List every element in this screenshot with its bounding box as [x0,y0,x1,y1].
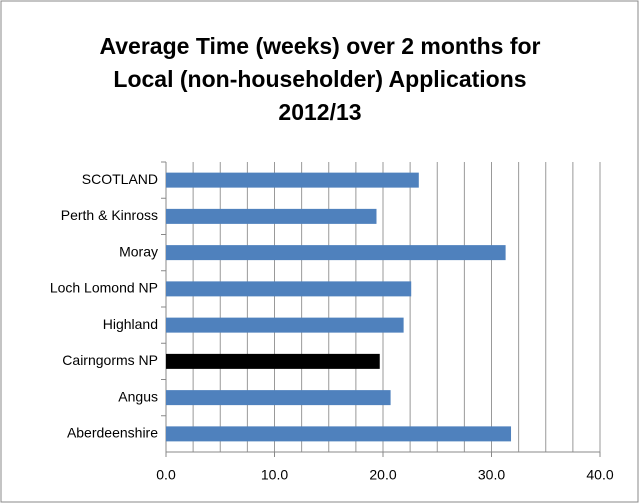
x-tick-label: 10.0 [261,467,288,483]
bar [166,426,512,442]
y-tick-label: Cairngorms NP [62,352,158,368]
y-tick-label: Highland [103,316,158,332]
x-tick-label: 30.0 [478,467,505,483]
x-tick-label: 40.0 [586,467,613,483]
y-tick-label: Loch Lomond NP [50,280,158,296]
bar [166,281,412,297]
bar [166,390,391,406]
y-tick-label: Perth & Kinross [61,207,158,223]
bar [166,172,419,188]
bar [166,208,377,224]
bar [166,317,404,333]
chart-title: 2012/13 [278,99,361,125]
y-tick-label: Angus [118,388,158,404]
bar [166,245,506,261]
y-tick-label: Aberdeenshire [67,425,158,441]
x-tick-label: 20.0 [369,467,396,483]
y-tick-label: SCOTLAND [82,171,158,187]
bar [166,353,380,369]
y-tick-label: Moray [119,243,158,259]
x-tick-label: 0.0 [156,467,176,483]
chart-title: Local (non-householder) Applications [113,66,526,92]
chart-title: Average Time (weeks) over 2 months for [100,33,541,59]
